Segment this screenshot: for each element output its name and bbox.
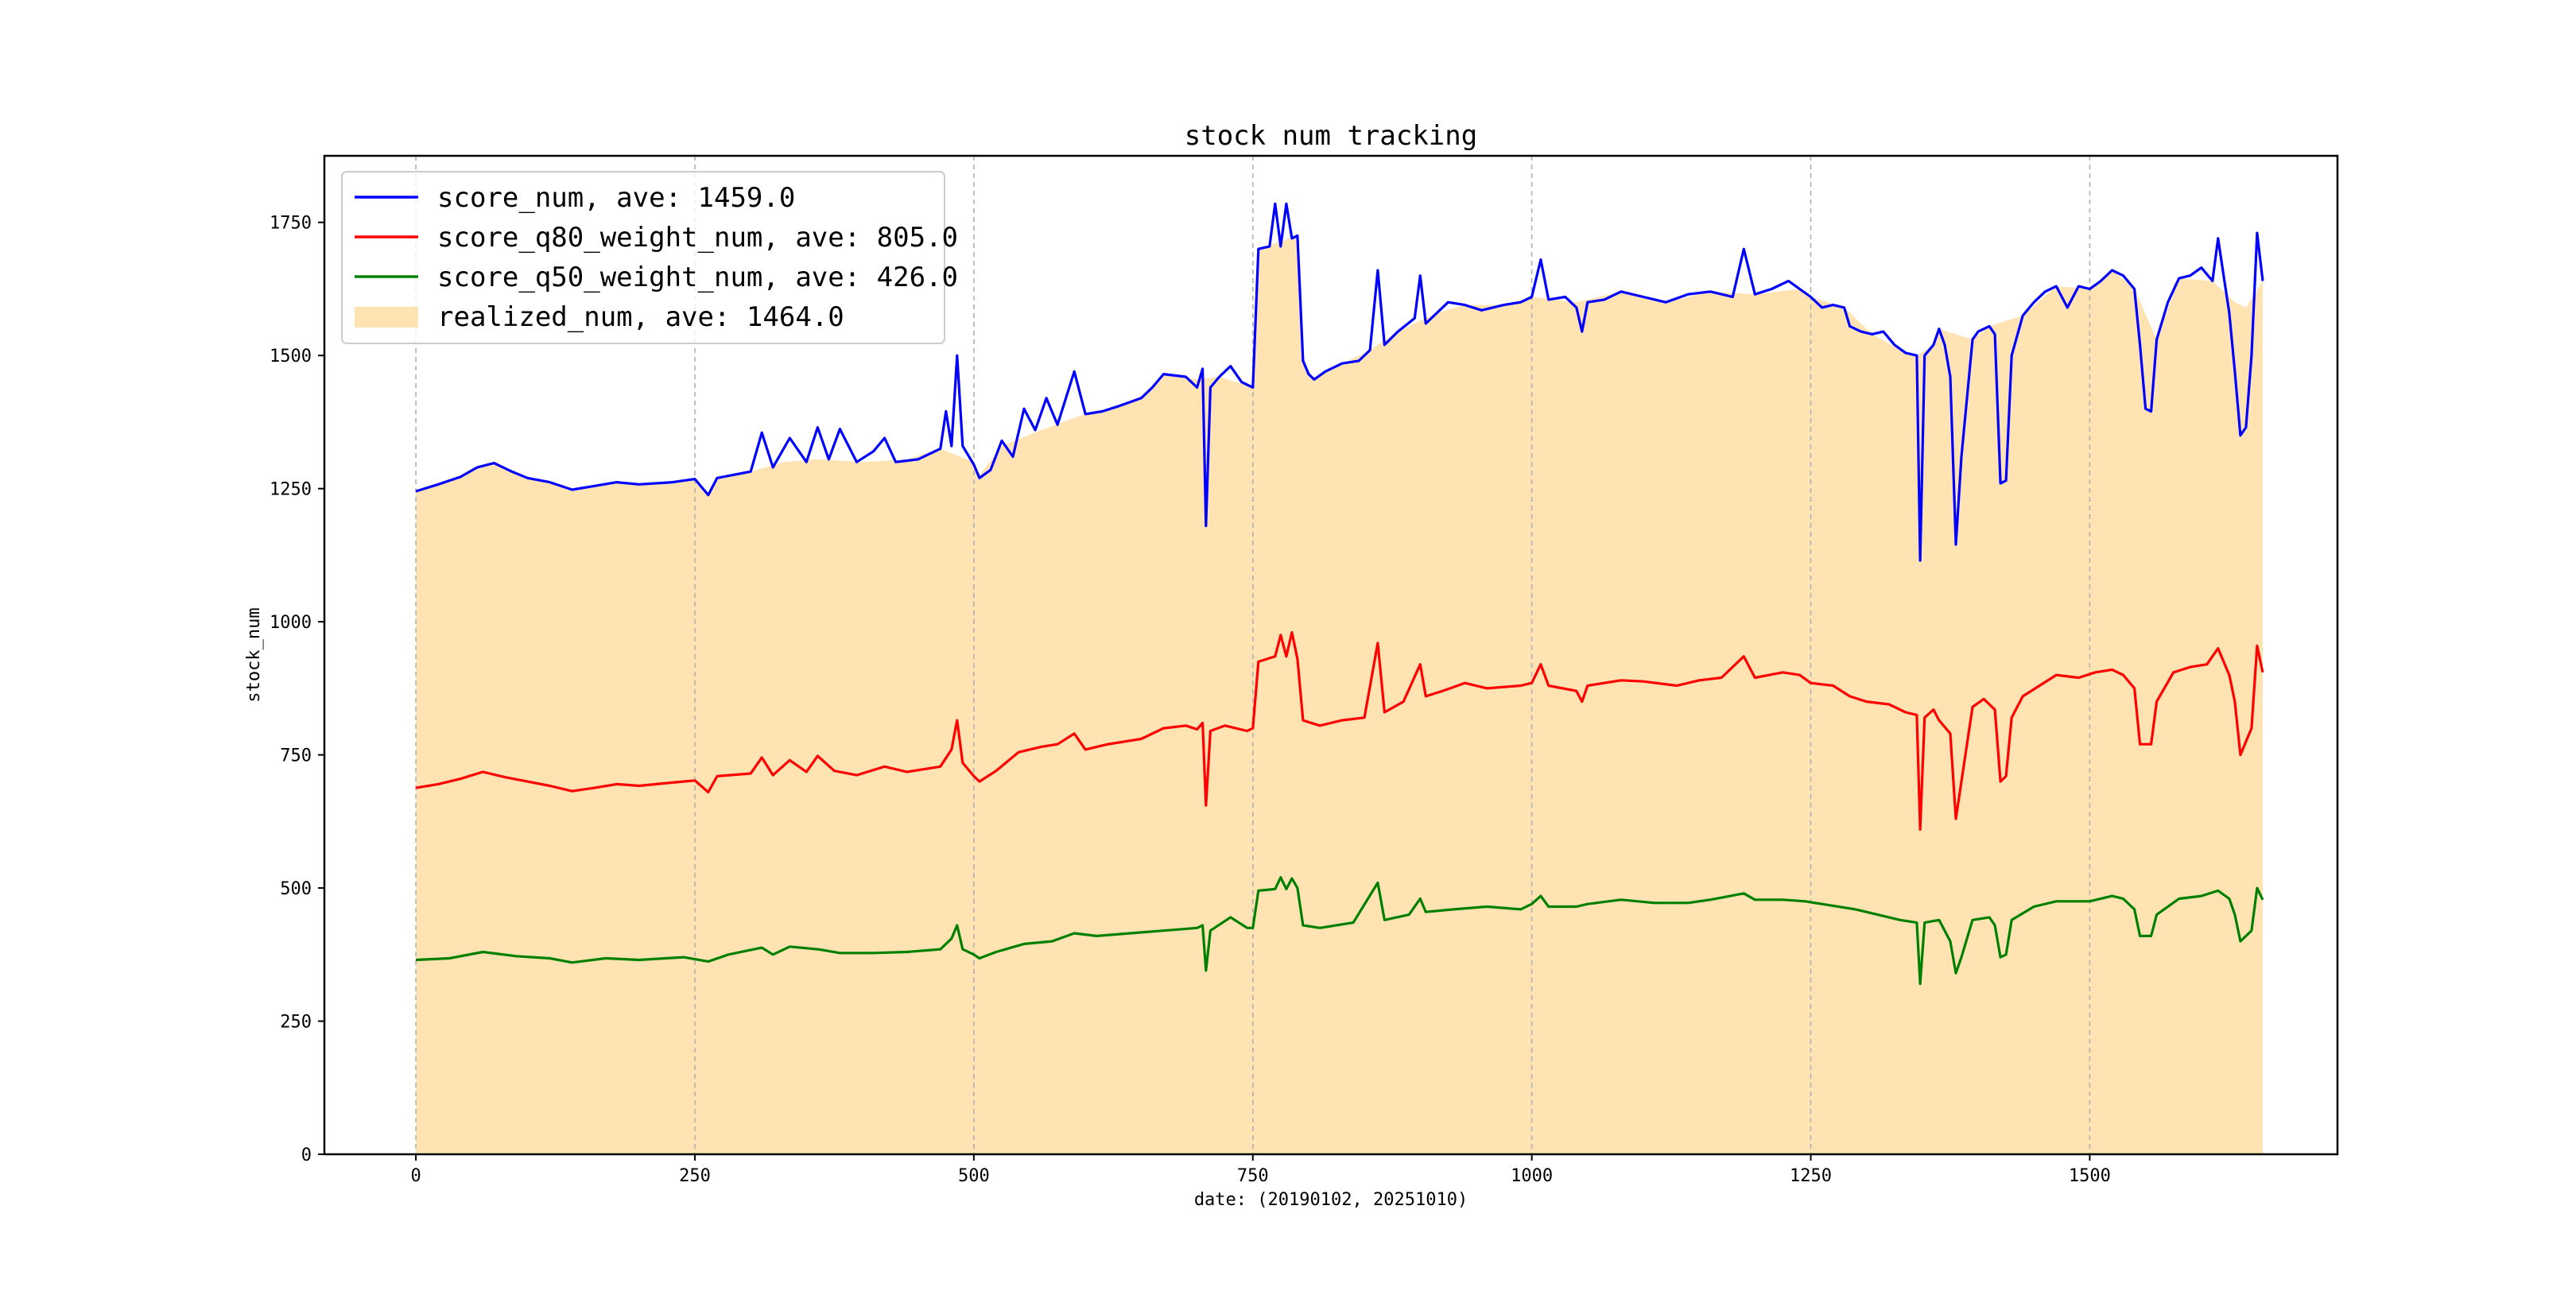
- x-tick-label: 1500: [2069, 1166, 2111, 1186]
- grid-layer: [415, 156, 2091, 1154]
- x-tick-label: 250: [679, 1166, 711, 1186]
- legend-label: score_q50_weight_num, ave: 426.0: [437, 262, 958, 293]
- chart-title: stock num tracking: [1185, 120, 1477, 152]
- y-tick-label: 750: [280, 746, 312, 766]
- x-tick-label: 1250: [1790, 1166, 1832, 1186]
- plot-frame: [323, 154, 2339, 1156]
- legend-swatch: [355, 307, 418, 328]
- x-tick-label: 1000: [1511, 1166, 1553, 1186]
- y-tick-label: 0: [301, 1146, 312, 1165]
- y-tick-label: 1250: [270, 480, 312, 500]
- tick-layer: 0 250 500 750 1000 1250 1500 0 250 500 750 1000 1250…: [270, 214, 2111, 1186]
- legend-label: score_q80_weight_num, ave: 805.0: [437, 222, 958, 254]
- x-tick-label: 0: [410, 1166, 421, 1186]
- y-tick-label: 500: [280, 879, 312, 899]
- legend-box: [341, 171, 945, 344]
- y-tick-label: 1750: [270, 214, 312, 234]
- y-axis-label: stock_num: [244, 607, 264, 702]
- x-axis-label: date: (20190102, 20251010): [1194, 1190, 1468, 1210]
- x-tick-label: 750: [1237, 1166, 1269, 1186]
- line-layer: [415, 202, 2264, 986]
- y-tick-label: 250: [280, 1013, 312, 1033]
- series-line-2: [416, 876, 2264, 986]
- y-tick-label: 1000: [270, 613, 312, 633]
- series-line-0: [415, 202, 2264, 562]
- x-tick-label: 500: [958, 1166, 990, 1186]
- legend: score_num, ave: 1459.0 score_q80_weight_n…: [341, 171, 958, 344]
- legend-label: score_num, ave: 1459.0: [437, 182, 795, 214]
- y-tick-label: 1500: [270, 347, 312, 366]
- series-area-3: [416, 235, 2263, 1154]
- area-layer: [416, 235, 2263, 1154]
- legend-label: realized_num, ave: 1464.0: [437, 301, 844, 333]
- series-line-1: [415, 630, 2264, 831]
